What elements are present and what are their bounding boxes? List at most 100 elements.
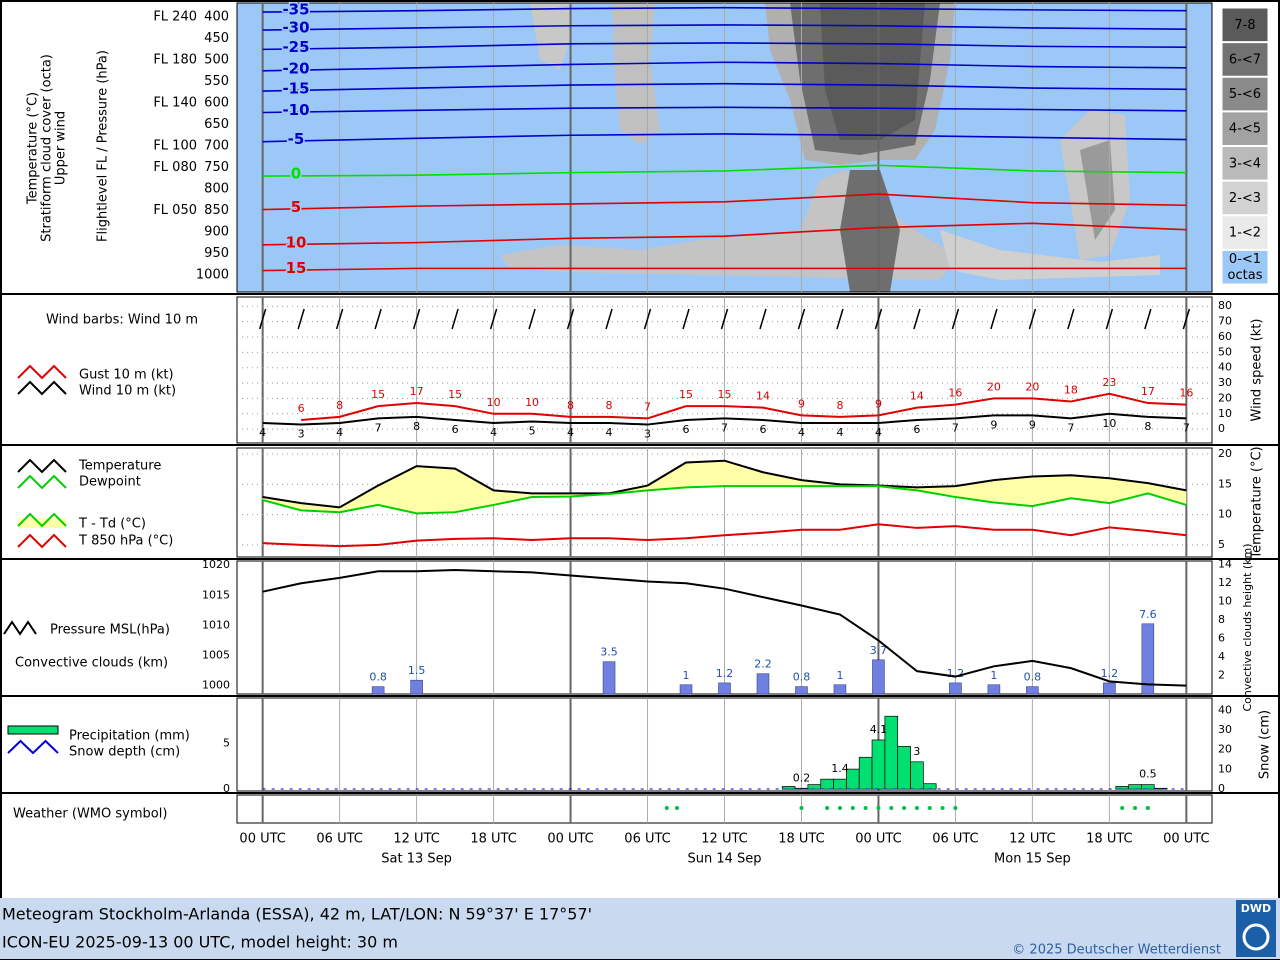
wind-barb	[374, 308, 382, 330]
data-label: 20	[1025, 380, 1039, 393]
legend-swatch	[7, 739, 59, 755]
isotherm-label: -10	[282, 101, 309, 119]
weather-symbol	[1145, 806, 1150, 810]
weather-symbol	[675, 806, 680, 810]
legend-swatch	[17, 512, 67, 528]
data-label: 1.2	[947, 667, 965, 680]
y-axis-label: Flightlevel FL / Pressure (hPa)	[96, 50, 111, 242]
y-tick-label: 450	[204, 31, 229, 46]
x-tick-label: 00 UTC	[855, 832, 901, 847]
flight-level-label: FL 180	[153, 53, 197, 68]
y-tick-label: 850	[204, 203, 229, 218]
data-label: 6	[759, 423, 766, 436]
data-label: 10	[1102, 417, 1116, 430]
convective-bar	[756, 673, 770, 695]
convective-bar	[833, 684, 847, 695]
wind-barb	[1028, 308, 1037, 330]
wind-barb	[797, 308, 806, 330]
data-label: 15	[679, 388, 693, 401]
y2-tick-label: 4	[1218, 650, 1225, 663]
y-tick-label: 15	[1218, 477, 1232, 490]
data-label: 20	[987, 380, 1001, 393]
convective-bar	[949, 682, 962, 695]
convective-bar	[1103, 682, 1116, 695]
y2-tick-label: 30	[1218, 723, 1232, 736]
data-label: 6	[683, 423, 690, 436]
data-label: 6	[298, 402, 305, 415]
weather-symbol	[914, 806, 919, 810]
legend-label: 6-<7	[1229, 52, 1261, 67]
y-tick-label: 50	[1218, 345, 1232, 358]
data-label: 7	[375, 421, 382, 434]
data-label: 5	[529, 424, 536, 437]
data-label: 4.1	[870, 723, 888, 736]
logo-swirl	[1242, 923, 1270, 951]
x-tick-label: 00 UTC	[239, 832, 285, 847]
legend-label: T 850 hPa (°C)	[78, 534, 173, 549]
weather-symbol	[940, 806, 945, 810]
legend-label: 0-<1	[1229, 252, 1261, 267]
isotherm-label: -5	[288, 130, 305, 148]
weather-symbol	[1133, 806, 1138, 810]
y-axis-label: Temperature (°C)	[1250, 446, 1265, 559]
data-label: 23	[1102, 376, 1116, 389]
data-label: 9	[990, 418, 997, 431]
legend-swatch	[18, 518, 66, 528]
x-tick-label: 06 UTC	[624, 832, 670, 847]
legend-label: 2-<3	[1229, 191, 1261, 206]
legend-label: Gust 10 m (kt)	[79, 368, 174, 383]
x-tick-label: 12 UTC	[393, 832, 439, 847]
legend-box	[1221, 42, 1269, 77]
data-label: 17	[1141, 385, 1155, 398]
precip-bar	[833, 778, 847, 790]
precip-bar	[897, 745, 911, 790]
convective-bar	[371, 686, 385, 695]
y2-tick-label: 12	[1218, 576, 1232, 589]
convective-bar	[872, 659, 885, 695]
data-label: 8	[606, 399, 613, 412]
isotherm-label: 10	[286, 233, 307, 251]
y2-tick-label: 20	[1218, 743, 1232, 756]
precip-bar	[1128, 784, 1142, 790]
weather-symbol	[927, 806, 932, 810]
legend-swatch	[17, 533, 67, 549]
legend-label: Temperature	[78, 459, 161, 474]
precip-bar	[794, 787, 809, 790]
weather-symbol	[876, 806, 881, 810]
weather-symbol	[953, 806, 958, 810]
data-label: 7	[1183, 421, 1190, 434]
y-tick-label: 20	[1218, 391, 1232, 404]
y-tick-label: 650	[204, 117, 229, 132]
data-label: 3	[913, 745, 920, 758]
data-label: 4	[606, 426, 613, 439]
series-line	[262, 412, 1187, 426]
isotherm	[262, 133, 1187, 143]
flight-level-label: FL 050	[153, 203, 197, 218]
legend-box	[1221, 215, 1269, 250]
data-label: 9	[875, 397, 882, 410]
legend-label: Precipitation (mm)	[69, 729, 190, 744]
data-label: 3.7	[870, 644, 888, 657]
weather-symbol	[664, 806, 669, 810]
legend-swatch	[17, 380, 67, 396]
flight-level-label: FL 240	[153, 10, 197, 25]
y-tick-label: 5	[1218, 538, 1225, 551]
isotherm	[262, 193, 1187, 211]
data-label: 1.2	[716, 667, 734, 680]
weather-symbol	[902, 806, 907, 810]
x-tick-label: 18 UTC	[778, 832, 824, 847]
convective-bar	[987, 684, 1001, 695]
data-label: 0.2	[793, 771, 811, 784]
data-label: 10	[487, 396, 501, 409]
flight-level-label: FL 100	[153, 138, 197, 153]
wind-barb	[720, 308, 729, 330]
date-label: Mon 15 Sep	[994, 852, 1071, 867]
isotherm-label: 15	[286, 259, 307, 277]
copyright: © 2025 Deutscher Wetterdienst	[1012, 943, 1221, 958]
wind-barb	[874, 308, 883, 330]
y-tick-label: 800	[204, 181, 229, 196]
isotherms	[262, 6, 1187, 272]
y-tick-label: 20	[1218, 447, 1232, 460]
data-label: 4	[836, 426, 843, 439]
wind-barb	[759, 308, 767, 330]
